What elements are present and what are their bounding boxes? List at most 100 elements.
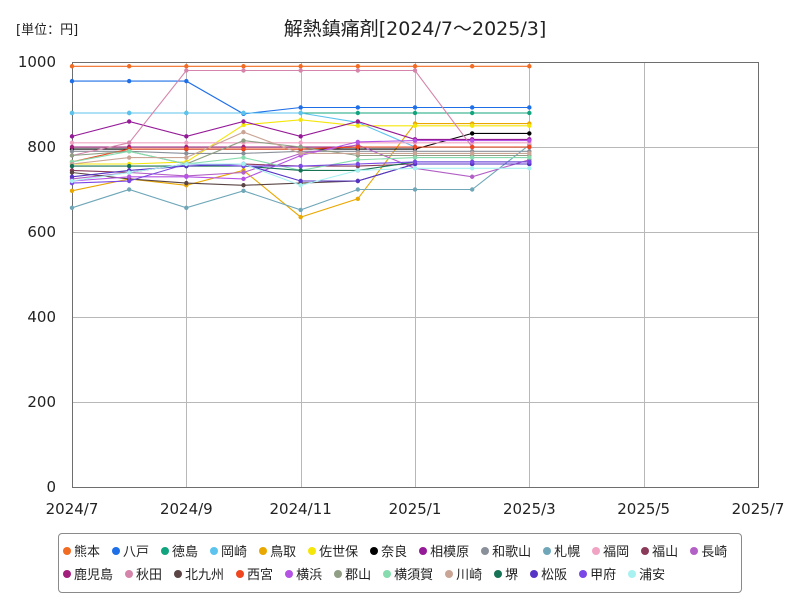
- data-point: [355, 105, 361, 110]
- y-tick-label: 600: [27, 223, 56, 241]
- data-point: [184, 110, 189, 116]
- data-point: [184, 140, 189, 145]
- data-point: [527, 105, 532, 110]
- data-point: [412, 68, 418, 73]
- data-point: [69, 64, 75, 69]
- data-point: [69, 149, 75, 154]
- data-point: [298, 140, 303, 145]
- legend-item: 岡崎: [210, 541, 247, 560]
- legend-label: 徳島: [172, 545, 199, 560]
- legend-label: 松阪: [541, 568, 568, 583]
- data-point: [241, 161, 246, 167]
- data-point: [241, 146, 246, 152]
- data-point: [69, 78, 75, 84]
- data-point: [355, 151, 361, 156]
- legend-item: 川崎: [445, 564, 482, 583]
- data-point: [69, 153, 75, 158]
- data-point: [126, 78, 132, 84]
- data-point: [355, 161, 361, 167]
- legend-item: 長崎: [690, 541, 727, 560]
- legend-marker: [308, 546, 317, 555]
- legend-marker: [530, 569, 539, 578]
- data-point: [184, 134, 189, 139]
- data-point: [126, 64, 132, 69]
- data-point: [184, 68, 189, 73]
- legend-item: 横浜: [285, 564, 322, 583]
- legend-label: 浦安: [639, 568, 666, 583]
- data-point: [412, 187, 418, 192]
- legend-marker: [161, 546, 170, 555]
- data-point: [469, 159, 475, 165]
- data-point: [298, 117, 303, 123]
- data-point: [527, 155, 532, 160]
- data-point: [298, 163, 303, 169]
- data-point: [298, 214, 303, 220]
- data-point: [355, 139, 361, 145]
- data-point: [241, 68, 246, 73]
- legend-marker: [592, 546, 601, 555]
- data-point: [298, 105, 303, 110]
- data-point: [527, 144, 532, 150]
- unit-label: [単位：円]: [16, 22, 78, 38]
- data-point: [412, 166, 418, 171]
- data-point: [184, 155, 189, 160]
- data-point: [527, 138, 532, 143]
- legend-item: 鳥取: [259, 541, 296, 560]
- legend-label: 秋田: [136, 568, 163, 583]
- data-point: [527, 131, 532, 136]
- data-point: [69, 178, 75, 184]
- legend-marker: [174, 569, 183, 578]
- x-tick-label: 2025/7: [732, 500, 785, 518]
- legend-item: 西宮: [236, 564, 273, 583]
- data-point: [126, 187, 132, 192]
- data-point: [412, 64, 418, 69]
- data-point: [412, 110, 418, 116]
- legend-item: 松阪: [530, 564, 567, 583]
- data-point: [298, 207, 303, 213]
- legend-label: 横浜: [296, 568, 323, 583]
- data-point: [298, 134, 303, 139]
- legend-item: 徳島: [161, 541, 198, 560]
- data-point: [184, 205, 189, 210]
- legend-label: 甲府: [590, 568, 617, 583]
- data-point: [298, 183, 303, 188]
- legend-label: 鳥取: [270, 545, 297, 560]
- legend-item: 札幌: [543, 541, 580, 560]
- legend-item: 八戸: [112, 541, 149, 560]
- legend-item: 北九州: [174, 564, 224, 583]
- data-point: [469, 131, 475, 136]
- data-point: [469, 166, 475, 171]
- x-tick-label: 2025/3: [503, 500, 556, 518]
- plot-frame: [72, 62, 759, 488]
- legend-label: 奈良: [381, 545, 408, 560]
- legend-marker: [419, 546, 428, 555]
- legend-item: 福岡: [592, 541, 629, 560]
- data-point: [241, 129, 246, 135]
- data-point: [184, 146, 189, 152]
- legend-item: 佐世保: [308, 541, 358, 560]
- legend-marker: [112, 546, 121, 555]
- data-point: [126, 110, 132, 116]
- data-point: [241, 119, 246, 124]
- data-point: [184, 161, 189, 167]
- data-point: [69, 174, 75, 179]
- legend-item: 郡山: [334, 564, 371, 583]
- legend-item: 和歌山: [481, 541, 531, 560]
- series-2: [69, 78, 532, 117]
- legend-marker: [63, 569, 71, 578]
- data-point: [469, 110, 475, 116]
- data-point: [69, 205, 75, 210]
- data-point: [412, 138, 418, 143]
- data-point: [527, 64, 532, 69]
- data-point: [527, 151, 532, 156]
- data-point: [69, 134, 75, 139]
- legend-label: 熊本: [74, 545, 101, 560]
- legend-row: 鹿児島 秋田 北九州 西宮 横浜 郡山 横須賀 川崎 堺 松阪 甲府 浦安: [63, 562, 741, 585]
- data-point: [469, 155, 475, 160]
- legend-item: 堺: [494, 564, 518, 583]
- data-point: [241, 64, 246, 69]
- data-point: [355, 168, 361, 173]
- legend-item: 熊本: [63, 541, 100, 560]
- data-point: [469, 64, 475, 69]
